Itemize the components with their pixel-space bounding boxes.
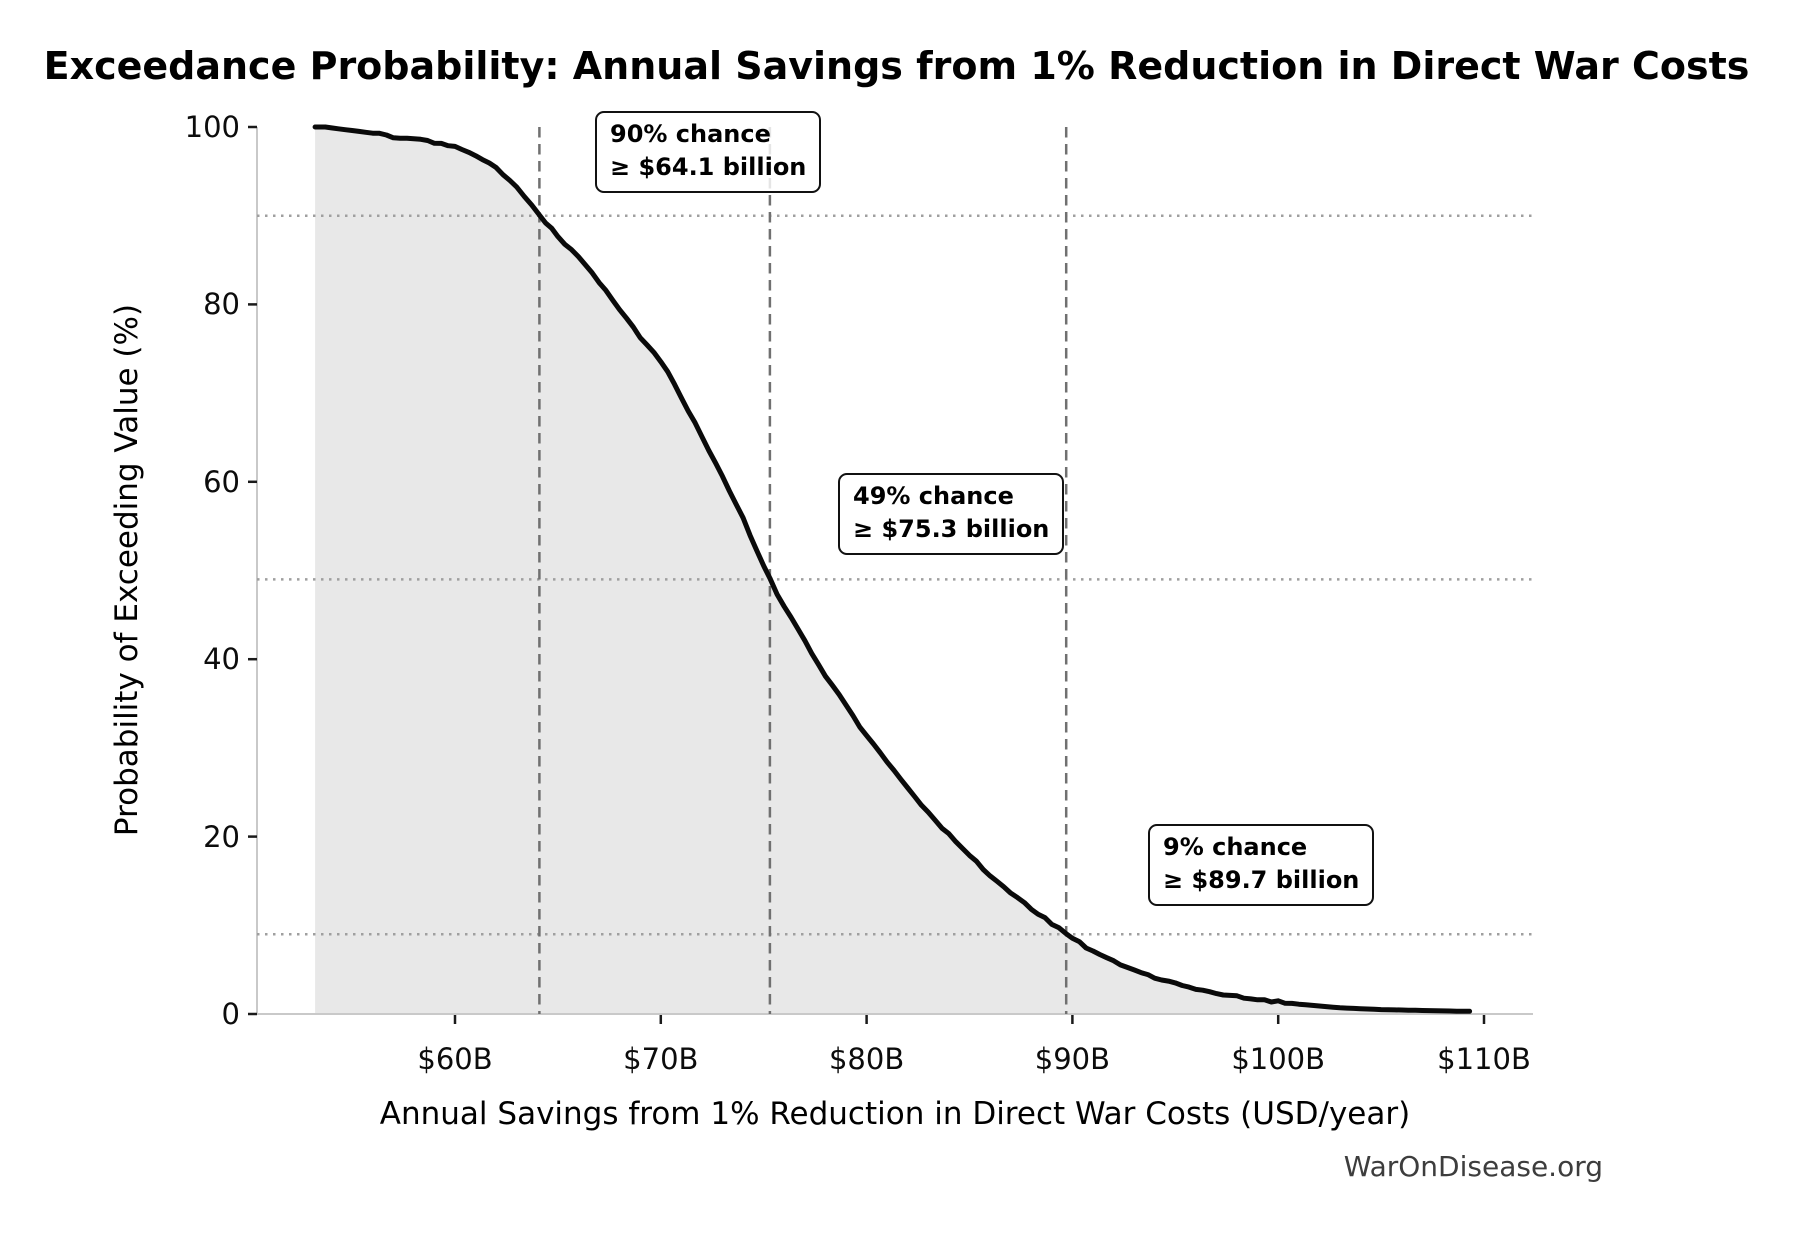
annotation-callout-64.1B: 90% chance ≥ $64.1 billion xyxy=(595,111,822,194)
x-tick-label-90: $90B xyxy=(1034,1042,1111,1076)
annotation-chance-line: 49% chance xyxy=(853,482,1014,510)
curve-fill-area xyxy=(315,127,1470,1014)
x-tick-label-100: $100B xyxy=(1231,1042,1326,1076)
x-tick-label-60: $60B xyxy=(417,1042,493,1076)
annotation-chance-line: 90% chance xyxy=(610,120,771,148)
annotation-callout-89.7B: 9% chance ≥ $89.7 billion xyxy=(1148,824,1375,907)
x-axis-title: Annual Savings from 1% Reduction in Dire… xyxy=(379,1096,1411,1132)
y-tick-label-60: 60 xyxy=(203,464,240,499)
y-axis-title: Probability of Exceeding Value (%) xyxy=(109,303,145,837)
y-tick-label-0: 0 xyxy=(221,997,240,1031)
y-tick-label-20: 20 xyxy=(203,819,240,854)
exceedance-curve xyxy=(312,124,1473,1014)
annotation-value-line: ≥ $75.3 billion xyxy=(853,515,1050,544)
y-tick-label-80: 80 xyxy=(203,287,240,322)
y-tick-label-40: 40 xyxy=(203,642,240,677)
annotation-value-line: ≥ $64.1 billion xyxy=(610,153,807,182)
annotation-chance-line: 9% chance xyxy=(1163,833,1308,861)
y-tick-label-100: 100 xyxy=(184,110,240,144)
x-tick-label-110: $110B xyxy=(1437,1042,1531,1076)
x-tick-label-70: $70B xyxy=(623,1042,699,1076)
chart-title: Exceedance Probability: Annual Savings f… xyxy=(43,44,1750,88)
watermark-text: WarOnDisease.org xyxy=(1343,1150,1603,1183)
annotation-value-line: ≥ $89.7 billion xyxy=(1163,866,1360,895)
x-tick-label-80: $80B xyxy=(828,1042,905,1076)
annotation-callout-75.3B: 49% chance ≥ $75.3 billion xyxy=(838,473,1065,556)
